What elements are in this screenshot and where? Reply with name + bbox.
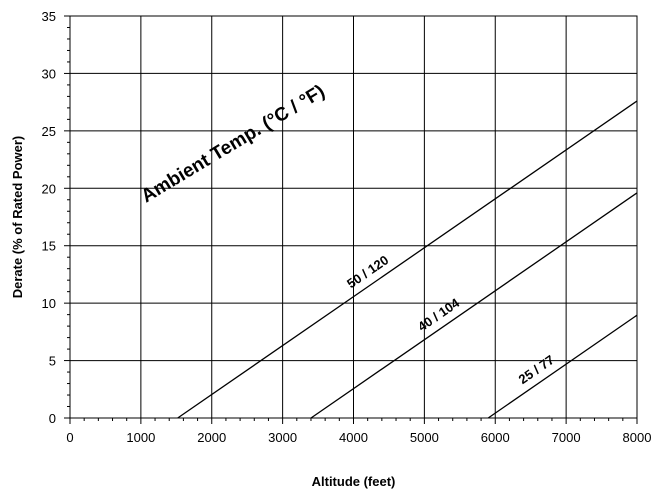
y-tick-label: 30	[42, 66, 56, 81]
x-tick-label: 8000	[623, 430, 652, 445]
y-tick-label: 15	[42, 239, 56, 254]
series-line	[310, 192, 638, 419]
x-tick-label: 3000	[268, 430, 297, 445]
y-tick-label: 0	[49, 411, 56, 426]
x-tick-label: 1000	[126, 430, 155, 445]
y-tick-label: 35	[42, 9, 56, 24]
y-axis-tick-labels: 0 5 10 15 20 25 30 35	[42, 9, 56, 426]
x-tick-label: 0	[66, 430, 73, 445]
y-tick-label: 25	[42, 124, 56, 139]
x-tick-label: 6000	[481, 430, 510, 445]
x-tick-label: 2000	[197, 430, 226, 445]
x-axis-title: Altitude (feet)	[312, 474, 396, 489]
y-tick-label: 5	[49, 354, 56, 369]
x-tick-label: 7000	[552, 430, 581, 445]
x-tick-label: 4000	[339, 430, 368, 445]
grid-lines	[70, 16, 637, 418]
y-tick-label: 10	[42, 296, 56, 311]
minor-ticks	[64, 15, 638, 424]
series-line	[177, 100, 638, 419]
y-axis-title: Derate (% of Rated Power)	[10, 136, 25, 299]
y-tick-label: 20	[42, 181, 56, 196]
x-axis-tick-labels: 0 1000 2000 3000 4000 5000 6000 7000 8000	[66, 430, 651, 445]
x-tick-label: 5000	[410, 430, 439, 445]
series-line	[487, 314, 638, 419]
series-lines	[177, 100, 638, 419]
